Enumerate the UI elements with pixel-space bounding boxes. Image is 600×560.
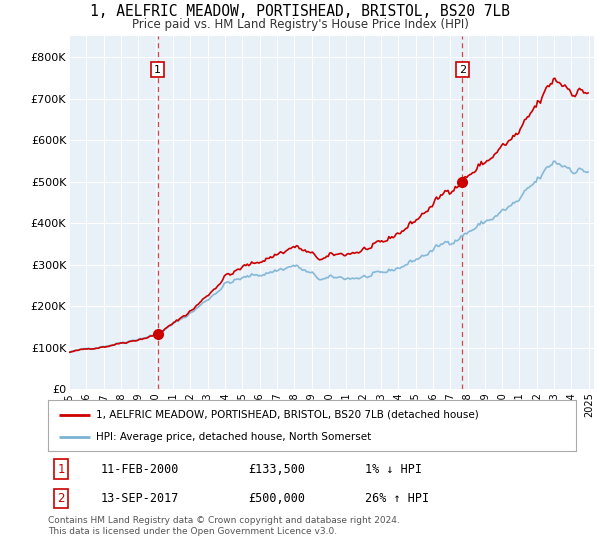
Text: 1, AELFRIC MEADOW, PORTISHEAD, BRISTOL, BS20 7LB (detached house): 1, AELFRIC MEADOW, PORTISHEAD, BRISTOL, … bbox=[95, 409, 478, 419]
Text: £133,500: £133,500 bbox=[248, 463, 305, 476]
Text: 13-SEP-2017: 13-SEP-2017 bbox=[101, 492, 179, 505]
Text: 1: 1 bbox=[58, 463, 65, 476]
Text: £500,000: £500,000 bbox=[248, 492, 305, 505]
Text: 1, AELFRIC MEADOW, PORTISHEAD, BRISTOL, BS20 7LB: 1, AELFRIC MEADOW, PORTISHEAD, BRISTOL, … bbox=[90, 4, 510, 19]
Text: 2: 2 bbox=[58, 492, 65, 505]
Text: 1: 1 bbox=[154, 64, 161, 74]
Text: 1% ↓ HPI: 1% ↓ HPI bbox=[365, 463, 422, 476]
Text: Price paid vs. HM Land Registry's House Price Index (HPI): Price paid vs. HM Land Registry's House … bbox=[131, 18, 469, 31]
Text: 26% ↑ HPI: 26% ↑ HPI bbox=[365, 492, 429, 505]
Text: HPI: Average price, detached house, North Somerset: HPI: Average price, detached house, Nort… bbox=[95, 432, 371, 442]
Text: 11-FEB-2000: 11-FEB-2000 bbox=[101, 463, 179, 476]
Text: Contains HM Land Registry data © Crown copyright and database right 2024.
This d: Contains HM Land Registry data © Crown c… bbox=[48, 516, 400, 536]
Text: 2: 2 bbox=[459, 64, 466, 74]
